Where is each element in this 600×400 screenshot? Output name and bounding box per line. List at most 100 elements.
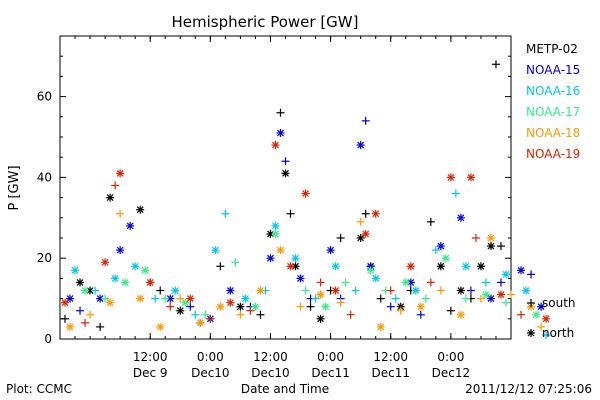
south-point-marker [256, 310, 265, 319]
south-point-marker [527, 270, 536, 279]
north-point-marker [371, 274, 380, 283]
south-point-marker [111, 181, 120, 190]
south-point-marker [376, 294, 385, 303]
south-point-marker [201, 310, 210, 319]
north-point-marker [126, 221, 135, 230]
north-point-marker [111, 274, 120, 283]
x-tick-time-label: 0:00 [197, 350, 224, 364]
north-point-marker [106, 193, 115, 202]
chart-title: Hemispheric Power [GW] [172, 13, 359, 31]
x-tick-date-label: Dec10 [251, 366, 290, 380]
plot-frame [59, 35, 512, 340]
south-point-marker [221, 209, 230, 218]
north-point-marker [81, 286, 90, 295]
north-point-marker [271, 141, 280, 150]
y-tick-label: 20 [37, 251, 52, 265]
south-point-marker [76, 306, 85, 315]
x-tick-time-label: 12:00 [253, 350, 288, 364]
series-noaa-19 [61, 141, 551, 327]
south-point-marker [426, 278, 435, 287]
north-point-marker [356, 234, 365, 242]
north-point-marker [517, 266, 526, 275]
north-point-marker [401, 278, 410, 287]
north-point-marker [226, 286, 235, 295]
south-point-marker [507, 290, 515, 299]
south-point-marker [361, 116, 370, 125]
north-point-marker [436, 242, 445, 251]
north-point-marker [186, 294, 195, 303]
y-axis-label: P [GW] [7, 165, 22, 210]
south-point-marker [386, 286, 395, 295]
south-point-marker [351, 286, 360, 295]
north-point-marker [156, 322, 165, 331]
south-point-marker [361, 209, 370, 218]
south-point-marker [346, 310, 355, 319]
south-point-marker [91, 286, 100, 295]
south-point-marker [416, 310, 425, 319]
north-point-marker [456, 310, 465, 319]
x-tick-date-label: Dec11 [311, 366, 350, 380]
south-point-marker [391, 294, 400, 303]
north-point-marker [116, 169, 125, 178]
y-axis: 0 20 40 60 [37, 55, 511, 346]
north-point-marker [316, 290, 325, 299]
south-point-marker [421, 294, 430, 303]
north-point-marker [116, 246, 125, 255]
south-point-marker [61, 314, 70, 323]
south-point-marker [341, 278, 350, 287]
south-point-marker [431, 246, 440, 255]
north-point-marker [256, 286, 265, 295]
south-point-marker [161, 294, 170, 303]
north-point-marker [276, 246, 285, 255]
north-point-marker [376, 322, 385, 331]
y-tick-label: 0 [44, 332, 52, 346]
north-point-marker [331, 262, 340, 271]
series-noaa-16 [71, 189, 551, 339]
south-point-marker [281, 157, 290, 166]
north-point-marker [236, 302, 245, 311]
north-point-marker [501, 270, 510, 279]
north-point-marker [406, 262, 415, 271]
north-point-marker [276, 128, 285, 137]
south-point-marker [466, 286, 475, 295]
north-point-marker [296, 274, 305, 283]
x-tick-date-label: Dec10 [191, 366, 230, 380]
north-point-marker [301, 189, 310, 198]
south-point-marker [451, 189, 460, 198]
south-point-marker [542, 330, 551, 339]
north-point-marker [146, 278, 155, 287]
north-point-marker [406, 278, 415, 287]
north-point-marker [61, 298, 70, 307]
x-tick-time-label: 12:00 [373, 350, 408, 364]
south-point-marker [101, 294, 110, 303]
north-point-marker [486, 234, 495, 242]
south-point-marker [517, 310, 526, 319]
north-point-marker [411, 286, 420, 295]
north-point-marker [366, 266, 375, 275]
north-point-marker [136, 294, 145, 303]
north-point-marker [396, 302, 405, 311]
south-point-marker [496, 242, 505, 251]
north-point-marker [291, 254, 300, 263]
legend-entry-noaa-16: NOAA-16 [526, 84, 580, 98]
north-point-marker [326, 246, 335, 255]
south-point-marker [311, 294, 320, 303]
north-point-marker [176, 306, 185, 315]
south-point-marker [496, 278, 505, 287]
north-point-marker [461, 262, 470, 271]
south-point-marker [386, 302, 395, 311]
south-point-marker [186, 302, 195, 311]
north-point-marker [321, 302, 330, 311]
legend-entry-noaa-18: NOAA-18 [526, 126, 580, 140]
legend-entry-noaa-15: NOAA-15 [526, 63, 580, 77]
south-point-marker [116, 209, 125, 218]
south-point-marker [316, 278, 325, 287]
x-tick-date-label: Dec 9 [133, 366, 168, 380]
north-point-marker [476, 262, 485, 271]
marker-legend: south north [527, 296, 576, 340]
north-point-marker [486, 294, 495, 303]
series-noaa-17 [81, 229, 541, 319]
south-point-marker [246, 306, 255, 315]
south-point-marker [81, 318, 90, 327]
